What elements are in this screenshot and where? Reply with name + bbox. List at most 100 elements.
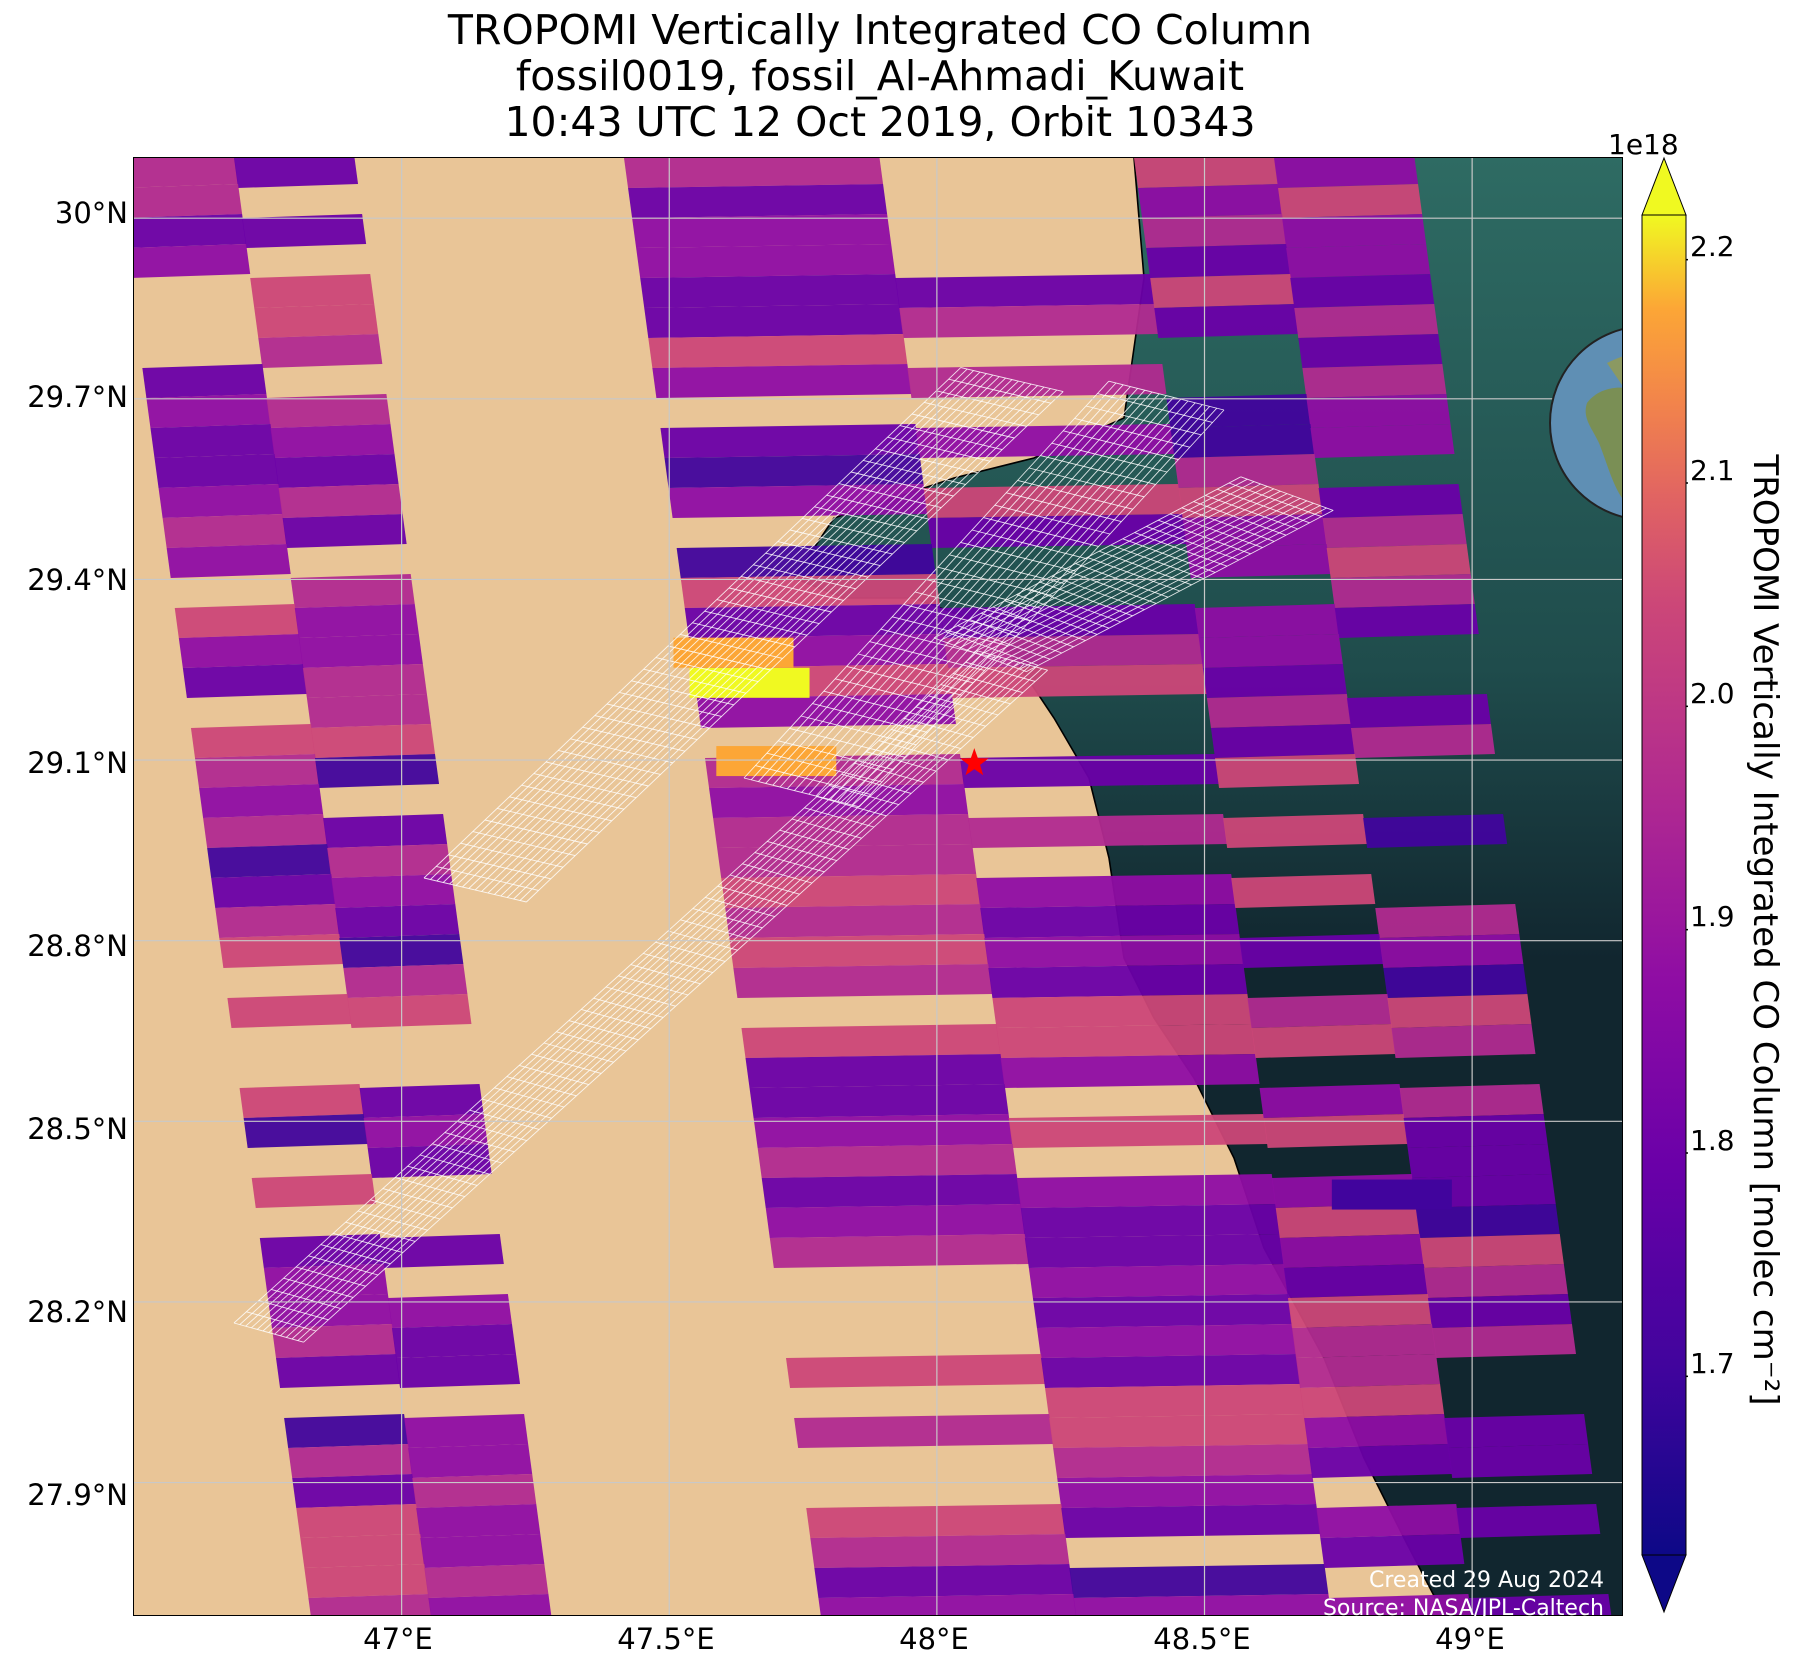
tropomi-pixel	[274, 454, 399, 488]
east-grid-line	[966, 488, 1275, 651]
southwest-grid-line	[239, 652, 985, 1325]
east-grid-line	[999, 500, 1308, 663]
east-grid-line	[946, 481, 1255, 644]
tropomi-pixel	[996, 1024, 1256, 1058]
tropomi-pixel	[271, 1324, 396, 1358]
tropomi-pixel	[396, 1354, 521, 1388]
east-grid-line	[986, 495, 1294, 658]
tropomi-pixel	[644, 304, 904, 338]
tropomi-pixel	[636, 244, 896, 278]
central-grid-line	[442, 371, 981, 883]
tropomi-pixel	[1346, 694, 1491, 728]
tropomi-pixel	[765, 1204, 1025, 1238]
lat-tick-label: 27.9°N	[27, 1478, 128, 1512]
tropomi-pixel	[1363, 814, 1508, 848]
tropomi-pixel	[1024, 1234, 1284, 1268]
tropomi-pixel	[1154, 304, 1299, 338]
tropomi-pixel	[1291, 1324, 1436, 1358]
tropomi-pixel	[1391, 1024, 1536, 1058]
tropomi-pixel	[1275, 1204, 1420, 1238]
tropomi-pixel	[1182, 514, 1327, 548]
colorbar-tick-marks	[1686, 258, 1688, 1378]
tropomi-pixel	[632, 214, 892, 248]
tropomi-pixel	[327, 844, 452, 878]
tropomi-pixel	[1316, 1504, 1461, 1538]
tropomi-pixel	[190, 724, 315, 758]
tropomi-pixel	[1403, 1114, 1548, 1148]
tropomi-pixel-layer	[134, 158, 1612, 1615]
lat-tick-label: 29.7°N	[27, 380, 128, 414]
tropomi-pixel	[1215, 754, 1360, 788]
tropomi-pixel	[1419, 1234, 1564, 1268]
north-grid-line	[844, 406, 1210, 804]
tropomi-pixel	[1251, 1024, 1396, 1058]
tropomi-pixel	[243, 1114, 368, 1148]
tropomi-pixel	[258, 334, 383, 368]
east-grid-line	[973, 490, 1281, 653]
tropomi-pixel	[1302, 364, 1447, 398]
southwest-grid-line	[245, 653, 990, 1327]
colorbar-tick-label: 1.9	[1690, 900, 1735, 933]
tropomi-pixel	[1008, 1114, 1268, 1148]
tropomi-pixel	[306, 694, 431, 728]
tropomi-pixel	[1322, 514, 1467, 548]
tropomi-pixel	[1134, 158, 1279, 188]
central-grid-line	[494, 383, 1032, 895]
north-grid-line	[750, 382, 1117, 781]
central-grid-line	[500, 385, 1038, 897]
tropomi-pixel	[270, 424, 395, 458]
tropomi-pixel	[1326, 544, 1471, 578]
southwest-grid-line	[274, 661, 1019, 1335]
north-grid-line	[801, 395, 1167, 793]
tropomi-pixel	[1247, 994, 1392, 1028]
title-line-1: TROPOMI Vertically Integrated CO Column	[447, 6, 1313, 54]
central-grid-line	[468, 377, 1006, 889]
tropomi-pixel	[1206, 694, 1351, 728]
north-grid-line	[794, 393, 1160, 791]
lat-tick-label: 29.1°N	[27, 746, 128, 780]
central-grid-line	[526, 391, 1064, 903]
tropomi-pixel	[1415, 1204, 1560, 1238]
tropomi-pixel	[1138, 184, 1283, 218]
tropomi-pixel	[976, 874, 1236, 908]
tropomi-pixel	[251, 1174, 376, 1208]
tropomi-pixel	[387, 1294, 512, 1328]
tropomi-pixel	[1448, 1444, 1593, 1478]
central-grid-line	[449, 373, 987, 885]
tropomi-pixel	[134, 214, 247, 248]
map-canvas	[134, 158, 1622, 1615]
tropomi-pixel	[1278, 184, 1423, 218]
tropomi-pixel	[980, 904, 1240, 938]
tropomi-pixel	[424, 1564, 549, 1598]
lon-tick-label: 47°E	[363, 1622, 433, 1656]
tropomi-pixel	[676, 544, 936, 578]
tropomi-pixel	[308, 1594, 432, 1615]
tropomi-pixel	[992, 994, 1252, 1028]
tropomi-pixel	[1174, 454, 1319, 488]
colorbar-tick-label: 1.7	[1690, 1347, 1735, 1380]
colorbar-gradient	[1641, 214, 1687, 1556]
tropomi-pixel	[733, 964, 993, 998]
tropomi-pixel	[1000, 1054, 1260, 1088]
tropomi-pixel	[315, 754, 440, 788]
central-grid-line	[430, 368, 968, 880]
tropomi-pixel	[660, 424, 920, 458]
tropomi-pixel	[207, 844, 332, 878]
colorbar-label-text: TROPOMI Vertically Integrated CO Column …	[1745, 454, 1785, 1406]
tropomi-pixel	[1279, 1234, 1424, 1268]
southwest-grid-line	[291, 666, 1037, 1340]
lon-tick-label: 48.5°E	[1153, 1622, 1251, 1656]
tropomi-pixel	[1330, 574, 1475, 608]
target-grid-overlay	[233, 367, 1334, 1343]
tropomi-pixel	[182, 664, 307, 698]
tropomi-pixel	[1028, 1264, 1288, 1298]
colorbar-tick-label: 2.2	[1690, 230, 1735, 263]
east-grid-line	[960, 486, 1268, 648]
tropomi-pixel	[1444, 1414, 1589, 1448]
tropomi-pixel	[1300, 1384, 1445, 1418]
tropomi-pixel	[1061, 1504, 1321, 1538]
tropomi-pixel	[794, 1414, 1054, 1448]
tropomi-pixel	[1032, 1294, 1292, 1328]
north-grid-line	[815, 398, 1182, 797]
tropomi-pixel	[278, 484, 403, 518]
